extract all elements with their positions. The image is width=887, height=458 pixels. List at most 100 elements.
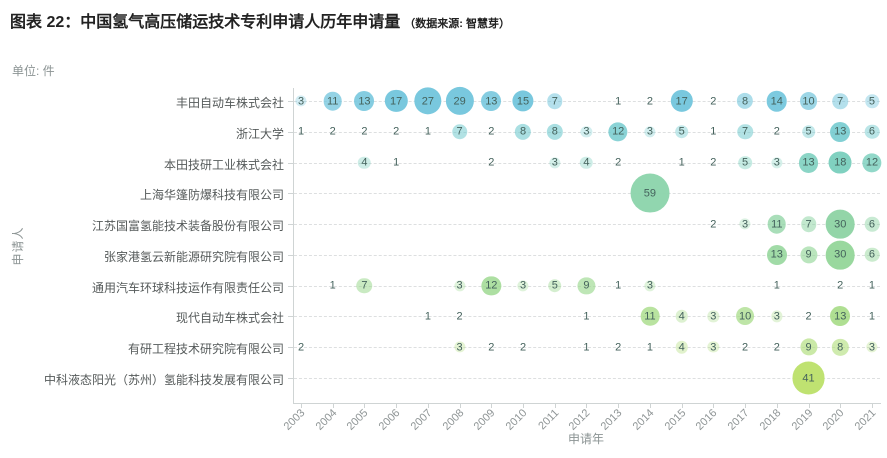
x-axis-tick (427, 404, 429, 408)
bubble-value: 7 (361, 279, 368, 292)
figure-title: 图表 22：中国氢气高压储运技术专利申请人历年申请量 （数据来源: 智慧芽） (10, 8, 510, 32)
bubble-value: 17 (675, 95, 688, 107)
bubble-value: 7 (837, 95, 844, 107)
bubble-value: 2 (488, 341, 495, 354)
bubble-value: 3 (456, 341, 463, 354)
grid-line (294, 254, 880, 256)
bubble-value: 1 (646, 341, 653, 354)
bubble (800, 216, 817, 232)
bubble-value: 3 (710, 310, 717, 323)
bubble-value: 27 (421, 95, 434, 107)
figure-source-note: （数据来源: 智慧芽） (404, 18, 510, 30)
bubble-value: 11 (327, 95, 339, 107)
bubble (630, 173, 670, 213)
bubble (707, 341, 719, 353)
bubble-value: 4 (361, 156, 368, 169)
bubble (547, 93, 563, 109)
bubble-value: 3 (551, 156, 558, 169)
x-axis-tick (681, 404, 683, 408)
x-axis-title: 申请年 (567, 432, 604, 446)
y-axis-tick (288, 316, 293, 318)
bubble-value: 13 (834, 125, 847, 138)
x-axis-tick (364, 404, 366, 408)
bubble-value: 9 (583, 279, 590, 292)
x-axis-tick (301, 404, 302, 408)
bubble-value: 1 (583, 310, 590, 323)
bubble-value: 2 (488, 125, 495, 138)
bubble (453, 341, 466, 353)
bubble (546, 123, 563, 140)
bubble-value: 12 (865, 156, 879, 169)
bubble (580, 126, 593, 138)
bubble-value: 1 (393, 156, 400, 169)
bubble (825, 209, 855, 239)
bubble-value: 6 (868, 248, 876, 261)
bubble (799, 246, 818, 264)
bubble-value: 29 (453, 95, 466, 107)
bubble-value: 2 (837, 279, 844, 292)
bubble-value: 6 (868, 125, 876, 138)
bubble (517, 280, 529, 292)
bubble (608, 122, 628, 142)
bubble (799, 92, 818, 110)
y-category-label: 通用汽车环球科技运作有限责任公司 (91, 280, 284, 295)
bubble (453, 280, 466, 292)
y-axis-tick (288, 224, 293, 226)
bubble-value: 5 (805, 125, 812, 138)
bubble-value: 1 (868, 310, 876, 323)
bubble-value: 1 (678, 156, 685, 169)
y-axis-tick (288, 285, 293, 287)
bubble-value: 2 (646, 95, 653, 107)
bubble-value: 3 (583, 125, 590, 138)
figure-title-text: 图表 22：中国氢气高压储运技术专利申请人历年申请量 (10, 14, 401, 31)
bubble-value: 13 (485, 95, 498, 107)
bubble-value: 12 (612, 125, 625, 138)
bubble-value: 1 (615, 95, 622, 107)
bubble-value: 1 (710, 125, 717, 138)
grid-line (294, 316, 880, 318)
bubble (356, 277, 373, 294)
x-axis-tick (840, 404, 842, 408)
grid-line (294, 347, 880, 349)
grid-line (294, 162, 880, 164)
bubble (644, 280, 656, 292)
y-axis-tick (288, 347, 293, 349)
bubble-value: 2 (615, 156, 622, 169)
grid-line (294, 193, 880, 195)
unit-label: 单位: 件 (12, 64, 55, 78)
bubble-value: 10 (802, 95, 815, 107)
bubble (767, 214, 787, 234)
bubble-value: 8 (837, 341, 844, 354)
y-axis-line (293, 88, 294, 403)
bubble (414, 87, 442, 115)
bubble (766, 244, 787, 265)
bubble (580, 156, 593, 169)
bubble (354, 91, 375, 111)
bubble (864, 124, 880, 140)
bubble-value: 7 (551, 95, 558, 107)
bubble-value: 4 (678, 341, 685, 354)
bubble-value: 14 (770, 95, 783, 107)
bubble-value: 4 (678, 310, 685, 323)
bubble-value: 13 (834, 310, 847, 323)
x-axis-tick (554, 404, 556, 408)
bubble (514, 123, 532, 140)
bubble-value: 1 (424, 125, 431, 138)
bubble-value: 12 (485, 279, 498, 292)
bubble-value: 1 (773, 279, 780, 292)
bubble-value: 2 (710, 95, 717, 107)
bubble-value: 2 (519, 341, 527, 354)
bubble-value: 3 (519, 279, 527, 292)
y-category-label: 上海华篷防爆科技有限公司 (139, 188, 284, 203)
bubble (865, 94, 879, 108)
bubble-value: 13 (802, 156, 815, 169)
bubble-value: 2 (615, 341, 622, 354)
x-axis-tick (649, 404, 651, 408)
bubble-value: 3 (646, 279, 653, 292)
bubble-value: 2 (488, 156, 495, 169)
bubble-value: 17 (390, 95, 403, 107)
y-axis-tick (288, 378, 293, 380)
x-axis-tick (808, 404, 810, 408)
bubble-value: 41 (802, 372, 815, 385)
